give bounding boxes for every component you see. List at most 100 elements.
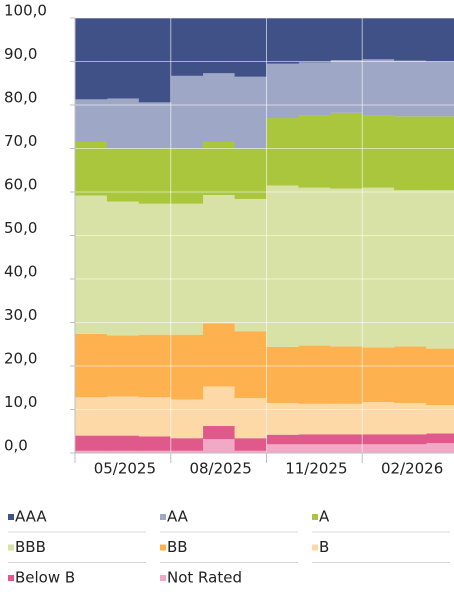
bar-segment	[298, 115, 331, 188]
bar-segment	[330, 346, 363, 404]
bar-segment	[298, 62, 331, 116]
bar-segment	[106, 450, 140, 453]
bar-segment	[75, 99, 108, 142]
bar-segment	[75, 18, 108, 100]
bar-segment	[75, 397, 108, 436]
x-tick-label: 05/2025	[94, 460, 156, 478]
bar-segment	[138, 450, 172, 453]
bar-segment	[298, 403, 331, 435]
legend-swatch	[8, 575, 14, 581]
legend-label: AA	[167, 508, 189, 526]
bar-segment	[330, 18, 363, 61]
legend-swatch	[312, 544, 318, 551]
bar-segment	[394, 444, 427, 453]
bar-segment	[266, 185, 299, 347]
bar-segment	[330, 112, 363, 189]
bar-segment	[394, 116, 427, 191]
bar-segment	[234, 438, 267, 451]
bar-segment	[202, 323, 235, 387]
legend-label: BBB	[15, 538, 46, 556]
bar-segment	[330, 403, 363, 435]
bar-segment	[234, 450, 267, 453]
y-tick-label: 40,0	[4, 263, 37, 281]
bar-segment	[394, 434, 427, 445]
bar-segment	[170, 438, 204, 451]
bar-segment	[362, 59, 395, 116]
y-tick-label: 60,0	[4, 176, 37, 194]
bar-segment	[202, 195, 235, 324]
x-tick-label: 02/2026	[381, 460, 443, 478]
y-tick-label: 70,0	[4, 132, 37, 150]
legend-swatch	[8, 514, 14, 520]
bar-segment	[202, 18, 235, 74]
bar-segment	[138, 102, 172, 149]
bar-segment	[202, 141, 235, 196]
legend-swatch	[312, 514, 318, 520]
bar-segment	[298, 18, 331, 63]
bar-segment	[106, 396, 140, 436]
bar-segment	[298, 444, 331, 453]
bar-segment	[75, 450, 108, 453]
y-tick-label: 20,0	[4, 350, 37, 368]
bar-segment	[170, 203, 204, 335]
bar-segment	[234, 331, 267, 399]
y-tick-label: 0,0	[4, 437, 28, 455]
bar-segment	[330, 434, 363, 445]
bar-segment	[138, 436, 172, 451]
x-tick-label: 08/2025	[189, 460, 251, 478]
bar-segment	[106, 435, 140, 451]
bar-segment	[330, 60, 363, 113]
bar-segment	[138, 18, 172, 103]
legend-swatch	[8, 544, 14, 551]
bar-segment	[426, 116, 454, 191]
bar-segment	[138, 397, 172, 437]
bar-segment	[330, 188, 363, 347]
bar-segment	[394, 18, 427, 61]
y-tick-label: 100,0	[4, 2, 47, 20]
bar-segment	[330, 444, 363, 453]
legend-label: B	[319, 538, 329, 556]
bar-segment	[234, 148, 267, 199]
bar-segment	[266, 118, 299, 186]
bar-segment	[138, 148, 172, 204]
bar-segment	[426, 442, 454, 453]
bar-segment	[426, 61, 454, 117]
y-tick-label: 30,0	[4, 306, 37, 324]
bar-segment	[426, 433, 454, 443]
y-tick-label: 50,0	[4, 219, 37, 237]
legend-label: A	[319, 508, 330, 526]
y-tick-label: 80,0	[4, 89, 37, 107]
bar-segment	[106, 18, 140, 99]
legend-label: Not Rated	[167, 569, 242, 587]
bar-segment	[75, 141, 108, 196]
bar-segment	[362, 18, 395, 60]
bar-segment	[266, 434, 299, 445]
bar-segment	[426, 348, 454, 406]
bar-segment	[266, 346, 299, 403]
bar-segment	[170, 399, 204, 439]
bar-segment	[138, 203, 172, 335]
bar-segment	[362, 115, 395, 188]
bar-segment	[394, 190, 427, 347]
bar-segment	[362, 347, 395, 403]
bar-segment	[75, 195, 108, 334]
bar-segment	[394, 346, 427, 403]
bar-segment	[202, 73, 235, 142]
legend-label: BB	[167, 538, 188, 556]
bar-segment	[426, 190, 454, 349]
bar-segment	[362, 444, 395, 453]
bar-segment	[298, 187, 331, 346]
bar-segment	[266, 63, 299, 119]
legend-label: AAA	[15, 508, 47, 526]
legend-swatch	[160, 544, 166, 551]
bar-segment	[170, 334, 204, 400]
bar-segment	[426, 18, 454, 62]
bar-segment	[106, 148, 140, 202]
bar-segment	[362, 402, 395, 435]
bar-segment	[298, 434, 331, 445]
bar-segment	[298, 345, 331, 404]
bar-segment	[202, 439, 235, 453]
bar-segment	[106, 98, 140, 149]
bar-segment	[202, 386, 235, 427]
